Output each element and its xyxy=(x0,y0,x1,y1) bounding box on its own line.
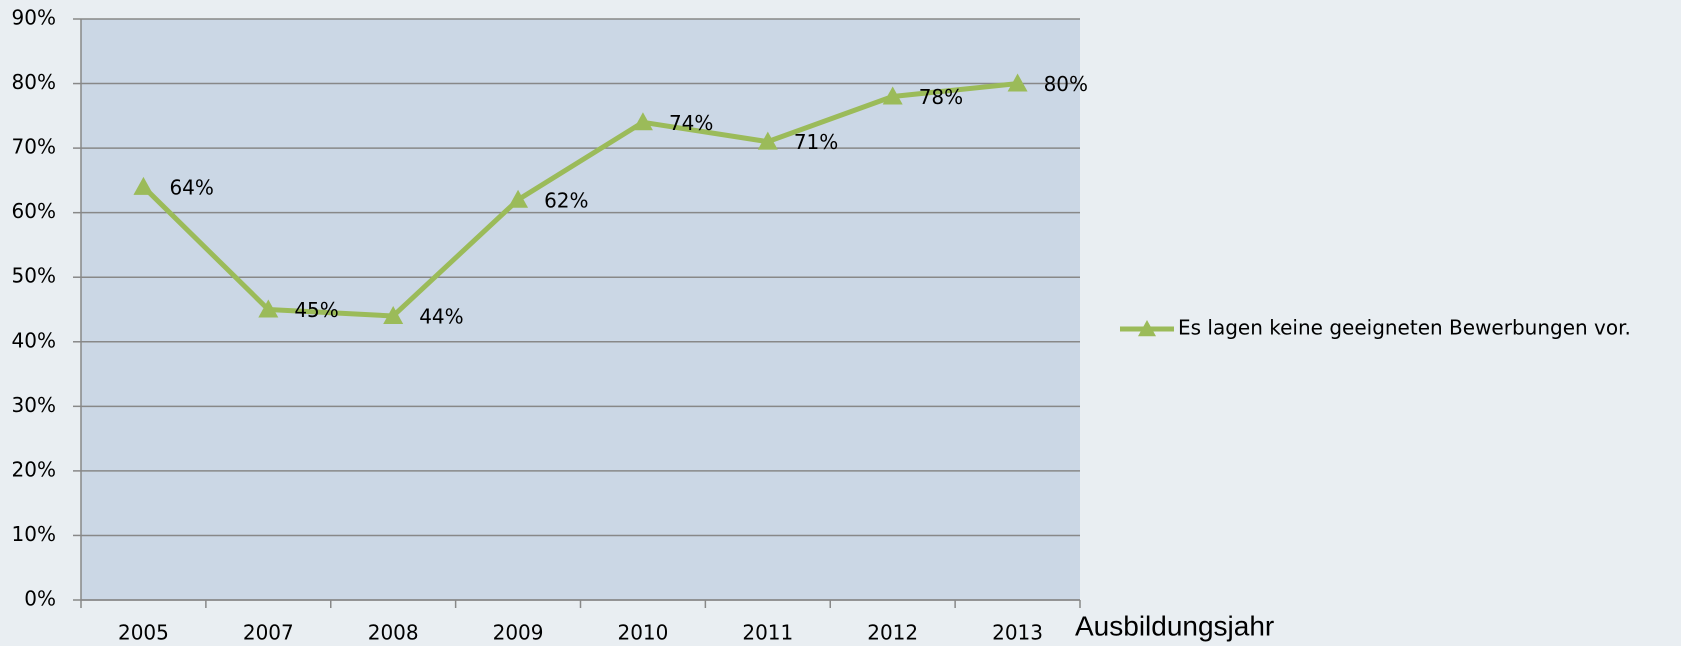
y-tick-label: 80% xyxy=(12,70,56,94)
data-label: 78% xyxy=(919,85,963,109)
marker xyxy=(757,131,778,150)
data-label: 44% xyxy=(419,304,463,328)
marker xyxy=(632,112,653,131)
marker xyxy=(1007,73,1028,92)
plot-area xyxy=(81,19,1080,600)
marker xyxy=(383,305,404,324)
data-label: 74% xyxy=(669,111,713,135)
y-tick-label: 90% xyxy=(12,6,56,30)
x-tick-label: 2007 xyxy=(243,621,294,645)
y-tick-label: 60% xyxy=(12,199,56,223)
legend-label: Es lagen keine geeigneten Bewerbungen vo… xyxy=(1178,316,1631,340)
y-tick-label: 40% xyxy=(12,328,56,352)
x-tick-label: 2005 xyxy=(118,621,169,645)
y-tick-label: 10% xyxy=(12,522,56,546)
y-tick-label: 70% xyxy=(12,135,56,159)
y-tick-label: 0% xyxy=(24,587,56,611)
series-line xyxy=(141,81,1018,319)
data-label: 64% xyxy=(169,175,213,199)
x-tick-label: 2010 xyxy=(617,621,668,645)
data-label: 80% xyxy=(1044,72,1088,96)
marker xyxy=(882,86,903,105)
marker xyxy=(508,189,529,208)
y-tick-label: 20% xyxy=(12,457,56,481)
marker xyxy=(133,176,154,195)
y-tick-label: 30% xyxy=(12,393,56,417)
legend-marker xyxy=(1138,320,1156,337)
x-axis-label: Ausbildungsjahr xyxy=(1075,610,1274,641)
x-tick-label: 2008 xyxy=(368,621,419,645)
x-tick-label: 2013 xyxy=(992,621,1043,645)
x-tick-label: 2009 xyxy=(493,621,544,645)
data-label: 62% xyxy=(544,188,588,212)
y-tick-label: 50% xyxy=(12,264,56,288)
data-label: 71% xyxy=(794,130,838,154)
marker xyxy=(258,299,279,318)
x-tick-label: 2012 xyxy=(867,621,918,645)
data-label: 45% xyxy=(294,298,338,322)
x-tick-label: 2011 xyxy=(742,621,793,645)
